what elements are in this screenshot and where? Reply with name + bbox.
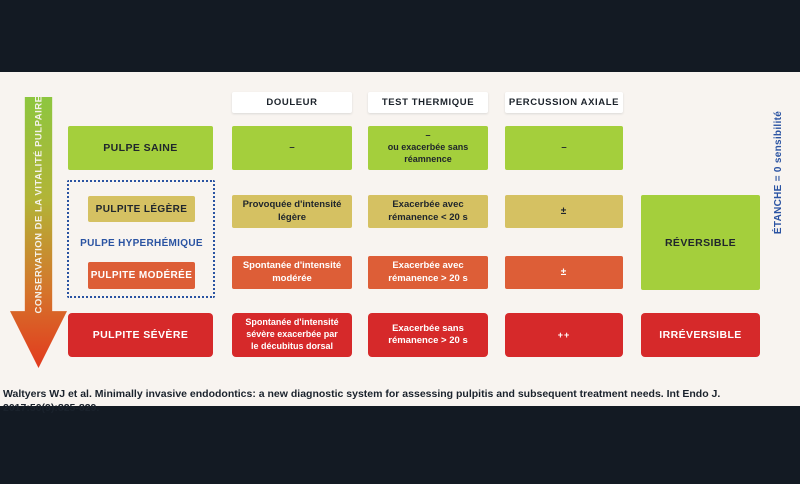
row-label-pulpite-legere: PULPITE LÉGÈRE [88,196,195,222]
cell-legere-percussion: ± [505,195,623,228]
citation: Waltyers WJ et al. Minimally invasive en… [3,388,721,414]
cell-severe-test-thermique: Exacerbée sans rémanence > 20 s [368,313,488,357]
column-header-douleur: DOULEUR [232,92,352,113]
outcome-irreversible: IRRÉVERSIBLE [641,313,760,357]
outcome-reversible: RÉVERSIBLE [641,195,760,290]
row-label-pulpe-saine: PULPE SAINE [68,126,213,170]
cell-saine-test-thermique: – ou exacerbée sans réamnence [368,126,488,170]
etanche-note: ÉTANCHE = 0 sensibilité [773,110,785,235]
row-label-pulpe-hyperhemique: PULPE HYPERHÉMIQUE [80,237,203,249]
reversible-group-outline [67,180,215,298]
cell-severe-douleur: Spontanée d'intensité sévère exacerbée p… [232,313,352,357]
column-header-test-thermique: TEST THERMIQUE [368,92,488,113]
cell-legere-douleur: Provoquée d'intensité légère [232,195,352,228]
cell-severe-percussion: ++ [505,313,623,357]
cell-legere-test-thermique: Exacerbée avec rémanence < 20 s [368,195,488,228]
cell-saine-douleur: – [232,126,352,170]
cell-moderee-percussion: ± [505,256,623,289]
row-label-pulpite-moderee: PULPITE MODÉRÉE [88,262,195,289]
vitality-arrow-label: CONSERVATION DE LA VITALITÉ PULPAIRE [33,95,44,313]
cell-moderee-test-thermique: Exacerbée avec rémanence > 20 s [368,256,488,289]
etanche-note-wrap: ÉTANCHE = 0 sensibilité [761,100,797,245]
cell-moderee-douleur: Spontanée d'intensité modérée [232,256,352,289]
cell-saine-percussion: – [505,126,623,170]
vitality-arrow-label-wrap: CONSERVATION DE LA VITALITÉ PULPAIRE [10,95,67,313]
column-header-percussion-axiale: PERCUSSION AXIALE [505,92,623,113]
row-label-pulpite-severe: PULPITE SÉVÈRE [68,313,213,357]
